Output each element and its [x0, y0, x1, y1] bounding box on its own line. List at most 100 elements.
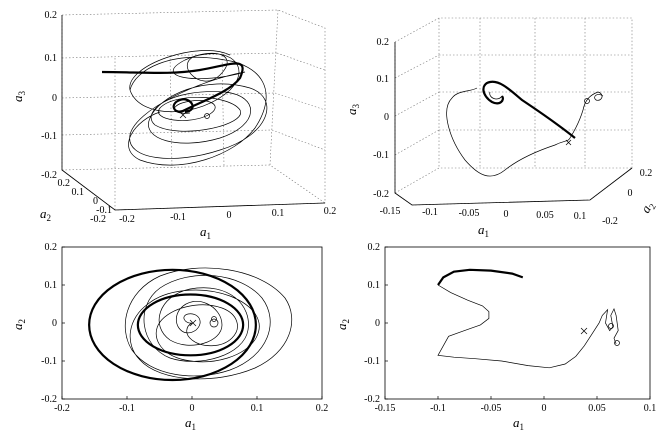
x-axis-label: a1	[185, 415, 196, 432]
svg-text:-0.2: -0.2	[90, 214, 106, 225]
trajectory-thick	[101, 62, 244, 114]
y-axis-label: a2	[334, 319, 351, 330]
y-axis-label: a2	[10, 319, 27, 330]
svg-text:-0.1: -0.1	[41, 356, 57, 367]
grid-3d-lines	[394, 17, 633, 206]
svg-text:0: 0	[52, 318, 57, 329]
axis-frame	[61, 15, 326, 211]
y-axis-label: a2	[638, 198, 658, 216]
svg-text:0: 0	[52, 93, 57, 104]
y-axis-label: a2	[40, 206, 51, 223]
svg-text:0.1: 0.1	[45, 280, 58, 291]
svg-text:0.1: 0.1	[272, 208, 285, 219]
svg-text:-0.2: -0.2	[364, 394, 380, 405]
trajectory-thin-hook	[489, 91, 503, 100]
grid-3d-lines	[61, 9, 326, 211]
tick-marks	[384, 246, 651, 400]
svg-text:0.2: 0.2	[377, 37, 390, 48]
svg-text:-0.1: -0.1	[119, 403, 135, 414]
svg-text:-0.05: -0.05	[481, 403, 502, 414]
y-tick-labels: 0.2 0.1 0 -0.1 -0.2	[41, 242, 57, 405]
svg-text:0: 0	[190, 403, 195, 414]
y-tick-labels: 0.2 0.1 0 -0.1 -0.2	[58, 178, 113, 225]
svg-text:0.2: 0.2	[58, 178, 71, 189]
svg-text:-0.15: -0.15	[375, 403, 396, 414]
svg-text:-0.2: -0.2	[41, 170, 57, 181]
marker-o	[608, 323, 614, 329]
z-axis-label: a3	[344, 104, 361, 116]
svg-text:0: 0	[628, 188, 633, 199]
trajectory-thin	[446, 87, 604, 177]
marker-x	[179, 111, 187, 119]
svg-text:0: 0	[384, 112, 389, 123]
svg-text:0.2: 0.2	[324, 206, 337, 217]
svg-text:0.05: 0.05	[588, 403, 606, 414]
x-tick-labels: -0.15 -0.1 -0.05 0 0.05 0.1	[375, 403, 657, 414]
trajectory-thick-loop	[136, 293, 245, 357]
panel-top-right-3d: 0.2 0.1 0 -0.1 -0.2 -0.15 -0.1 -0.05 0 0…	[344, 17, 658, 239]
x-axis-label: a1	[200, 224, 211, 241]
svg-text:-0.05: -0.05	[459, 208, 480, 219]
svg-text:-0.1: -0.1	[96, 205, 112, 216]
marker-x	[565, 139, 572, 146]
svg-text:0: 0	[504, 209, 509, 220]
x-axis-label: a1	[478, 222, 489, 239]
y-tick-labels: -0.2 0 0.2	[602, 168, 652, 227]
trajectory-thick-loops	[88, 268, 257, 382]
z-axis-label: a3	[10, 91, 27, 103]
svg-text:0: 0	[542, 403, 547, 414]
svg-text:0.1: 0.1	[368, 280, 381, 291]
x-tick-labels: -0.2 -0.1 0 0.1 0.2	[54, 403, 328, 414]
axis-frame	[394, 42, 633, 206]
svg-text:-0.2: -0.2	[41, 394, 57, 405]
svg-text:0: 0	[375, 318, 380, 329]
svg-text:0.2: 0.2	[316, 403, 329, 414]
panel-top-left-3d: 0.2 0.1 0 -0.1 -0.2 0.2 0.1 0 -0.1 -0.2 …	[10, 9, 336, 241]
svg-text:-0.1: -0.1	[373, 150, 389, 161]
x-axis-label: a1	[513, 415, 524, 432]
tick-marks	[61, 246, 323, 400]
svg-text:-0.1: -0.1	[41, 131, 57, 142]
svg-text:0.1: 0.1	[251, 403, 264, 414]
trajectory-thin	[437, 284, 619, 369]
svg-text:0.1: 0.1	[45, 53, 58, 64]
svg-text:-0.1: -0.1	[430, 403, 446, 414]
svg-text:0.2: 0.2	[640, 168, 653, 179]
trajectory-thick	[482, 80, 576, 139]
x-tick-labels: -0.2 -0.1 0 0.1 0.2	[119, 206, 336, 225]
trajectory-thin	[125, 267, 293, 380]
trajectory-thick-loop	[88, 268, 257, 382]
x-tick-labels: -0.15 -0.1 -0.05 0 0.05 0.1	[380, 206, 587, 222]
z-tick-labels: 0.2 0.1 0 -0.1 -0.2	[373, 37, 389, 200]
svg-text:0.05: 0.05	[536, 210, 554, 221]
svg-text:0.2: 0.2	[368, 242, 381, 253]
panel-bottom-left-2d: -0.2 -0.1 0 0.1 0.2 0.2 0.1 0 -0.1 -0.2 …	[10, 242, 328, 432]
svg-text:-0.1: -0.1	[422, 207, 438, 218]
svg-text:-0.15: -0.15	[380, 206, 401, 217]
svg-text:-0.2: -0.2	[373, 189, 389, 200]
marker-x	[189, 319, 197, 327]
svg-text:0.1: 0.1	[72, 187, 85, 198]
axes-box	[384, 246, 651, 400]
svg-text:-0.2: -0.2	[54, 403, 70, 414]
marker-x	[580, 327, 588, 335]
marker-o	[211, 316, 217, 322]
svg-text:0.1: 0.1	[574, 211, 587, 222]
svg-text:-0.2: -0.2	[602, 216, 618, 227]
svg-text:0.1: 0.1	[644, 403, 657, 414]
y-tick-labels: 0.2 0.1 0 -0.1 -0.2	[364, 242, 380, 405]
marker-o	[614, 340, 620, 346]
marker-o	[204, 113, 210, 119]
svg-text:-0.1: -0.1	[170, 212, 186, 223]
svg-text:0.2: 0.2	[45, 10, 58, 21]
svg-text:0: 0	[227, 210, 232, 221]
svg-text:0.1: 0.1	[377, 74, 390, 85]
trajectory-thin	[128, 50, 268, 166]
panel-bottom-right-2d: -0.15 -0.1 -0.05 0 0.05 0.1 0.2 0.1 0 -0…	[334, 242, 656, 432]
z-tick-labels: 0.2 0.1 0 -0.1 -0.2	[41, 10, 57, 181]
svg-text:-0.2: -0.2	[119, 214, 135, 225]
svg-text:0: 0	[93, 196, 98, 207]
svg-text:-0.1: -0.1	[364, 356, 380, 367]
marker-o	[584, 98, 590, 104]
